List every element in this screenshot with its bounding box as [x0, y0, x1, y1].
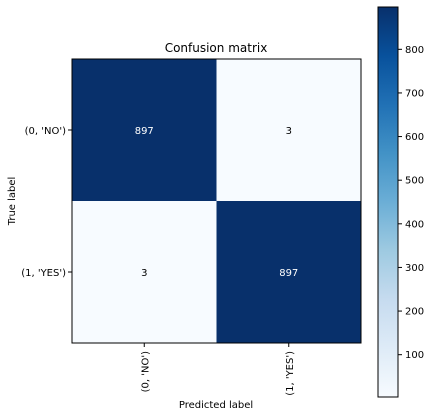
chart-title: Confusion matrix: [165, 41, 268, 55]
heatmap-cell-1-0: [72, 201, 217, 343]
colorbar-tick-label: 500: [405, 176, 424, 187]
y-axis-label: True label: [7, 177, 18, 227]
y-axis-ticks: (0, 'NO') (1, 'YES'): [21, 126, 72, 279]
heatmap-cells: [72, 59, 361, 343]
heatmap-cell-labels: 897 3 3 897: [135, 126, 299, 279]
colorbar-tick-label: 700: [405, 88, 424, 99]
cell-value-label-1-1: 897: [279, 268, 298, 279]
x-tick-label: (1, 'YES'): [285, 351, 296, 396]
colorbar-tick-label: 400: [405, 219, 424, 230]
cell-value-label-1-0: 3: [141, 268, 147, 279]
x-axis-label: Predicted label: [179, 400, 253, 411]
x-axis-ticks: (0, 'NO') (1, 'YES'): [140, 343, 296, 396]
colorbar-tick-label: 800: [405, 45, 424, 56]
cell-value-label-0-1: 3: [286, 126, 292, 137]
plot-frame: [71, 58, 362, 344]
colorbar-tick-label: 600: [405, 132, 424, 143]
colorbar-ticks: 100 200 300 400 500 600 700 800: [398, 45, 424, 361]
y-tick-label: (1, 'YES'): [21, 268, 66, 279]
colorbar: [377, 6, 399, 398]
x-tick-label: (0, 'NO'): [140, 351, 151, 392]
cell-value-label-0-0: 897: [135, 126, 154, 137]
heatmap-cell-0-0: [72, 59, 217, 201]
y-tick-label: (0, 'NO'): [25, 126, 66, 137]
heatmap-cell-0-1: [216, 59, 361, 201]
colorbar-tick-label: 200: [405, 307, 424, 318]
colorbar-tick-label: 300: [405, 263, 424, 274]
colorbar-tick-label: 100: [405, 350, 424, 361]
heatmap-cell-1-1: [216, 201, 361, 343]
